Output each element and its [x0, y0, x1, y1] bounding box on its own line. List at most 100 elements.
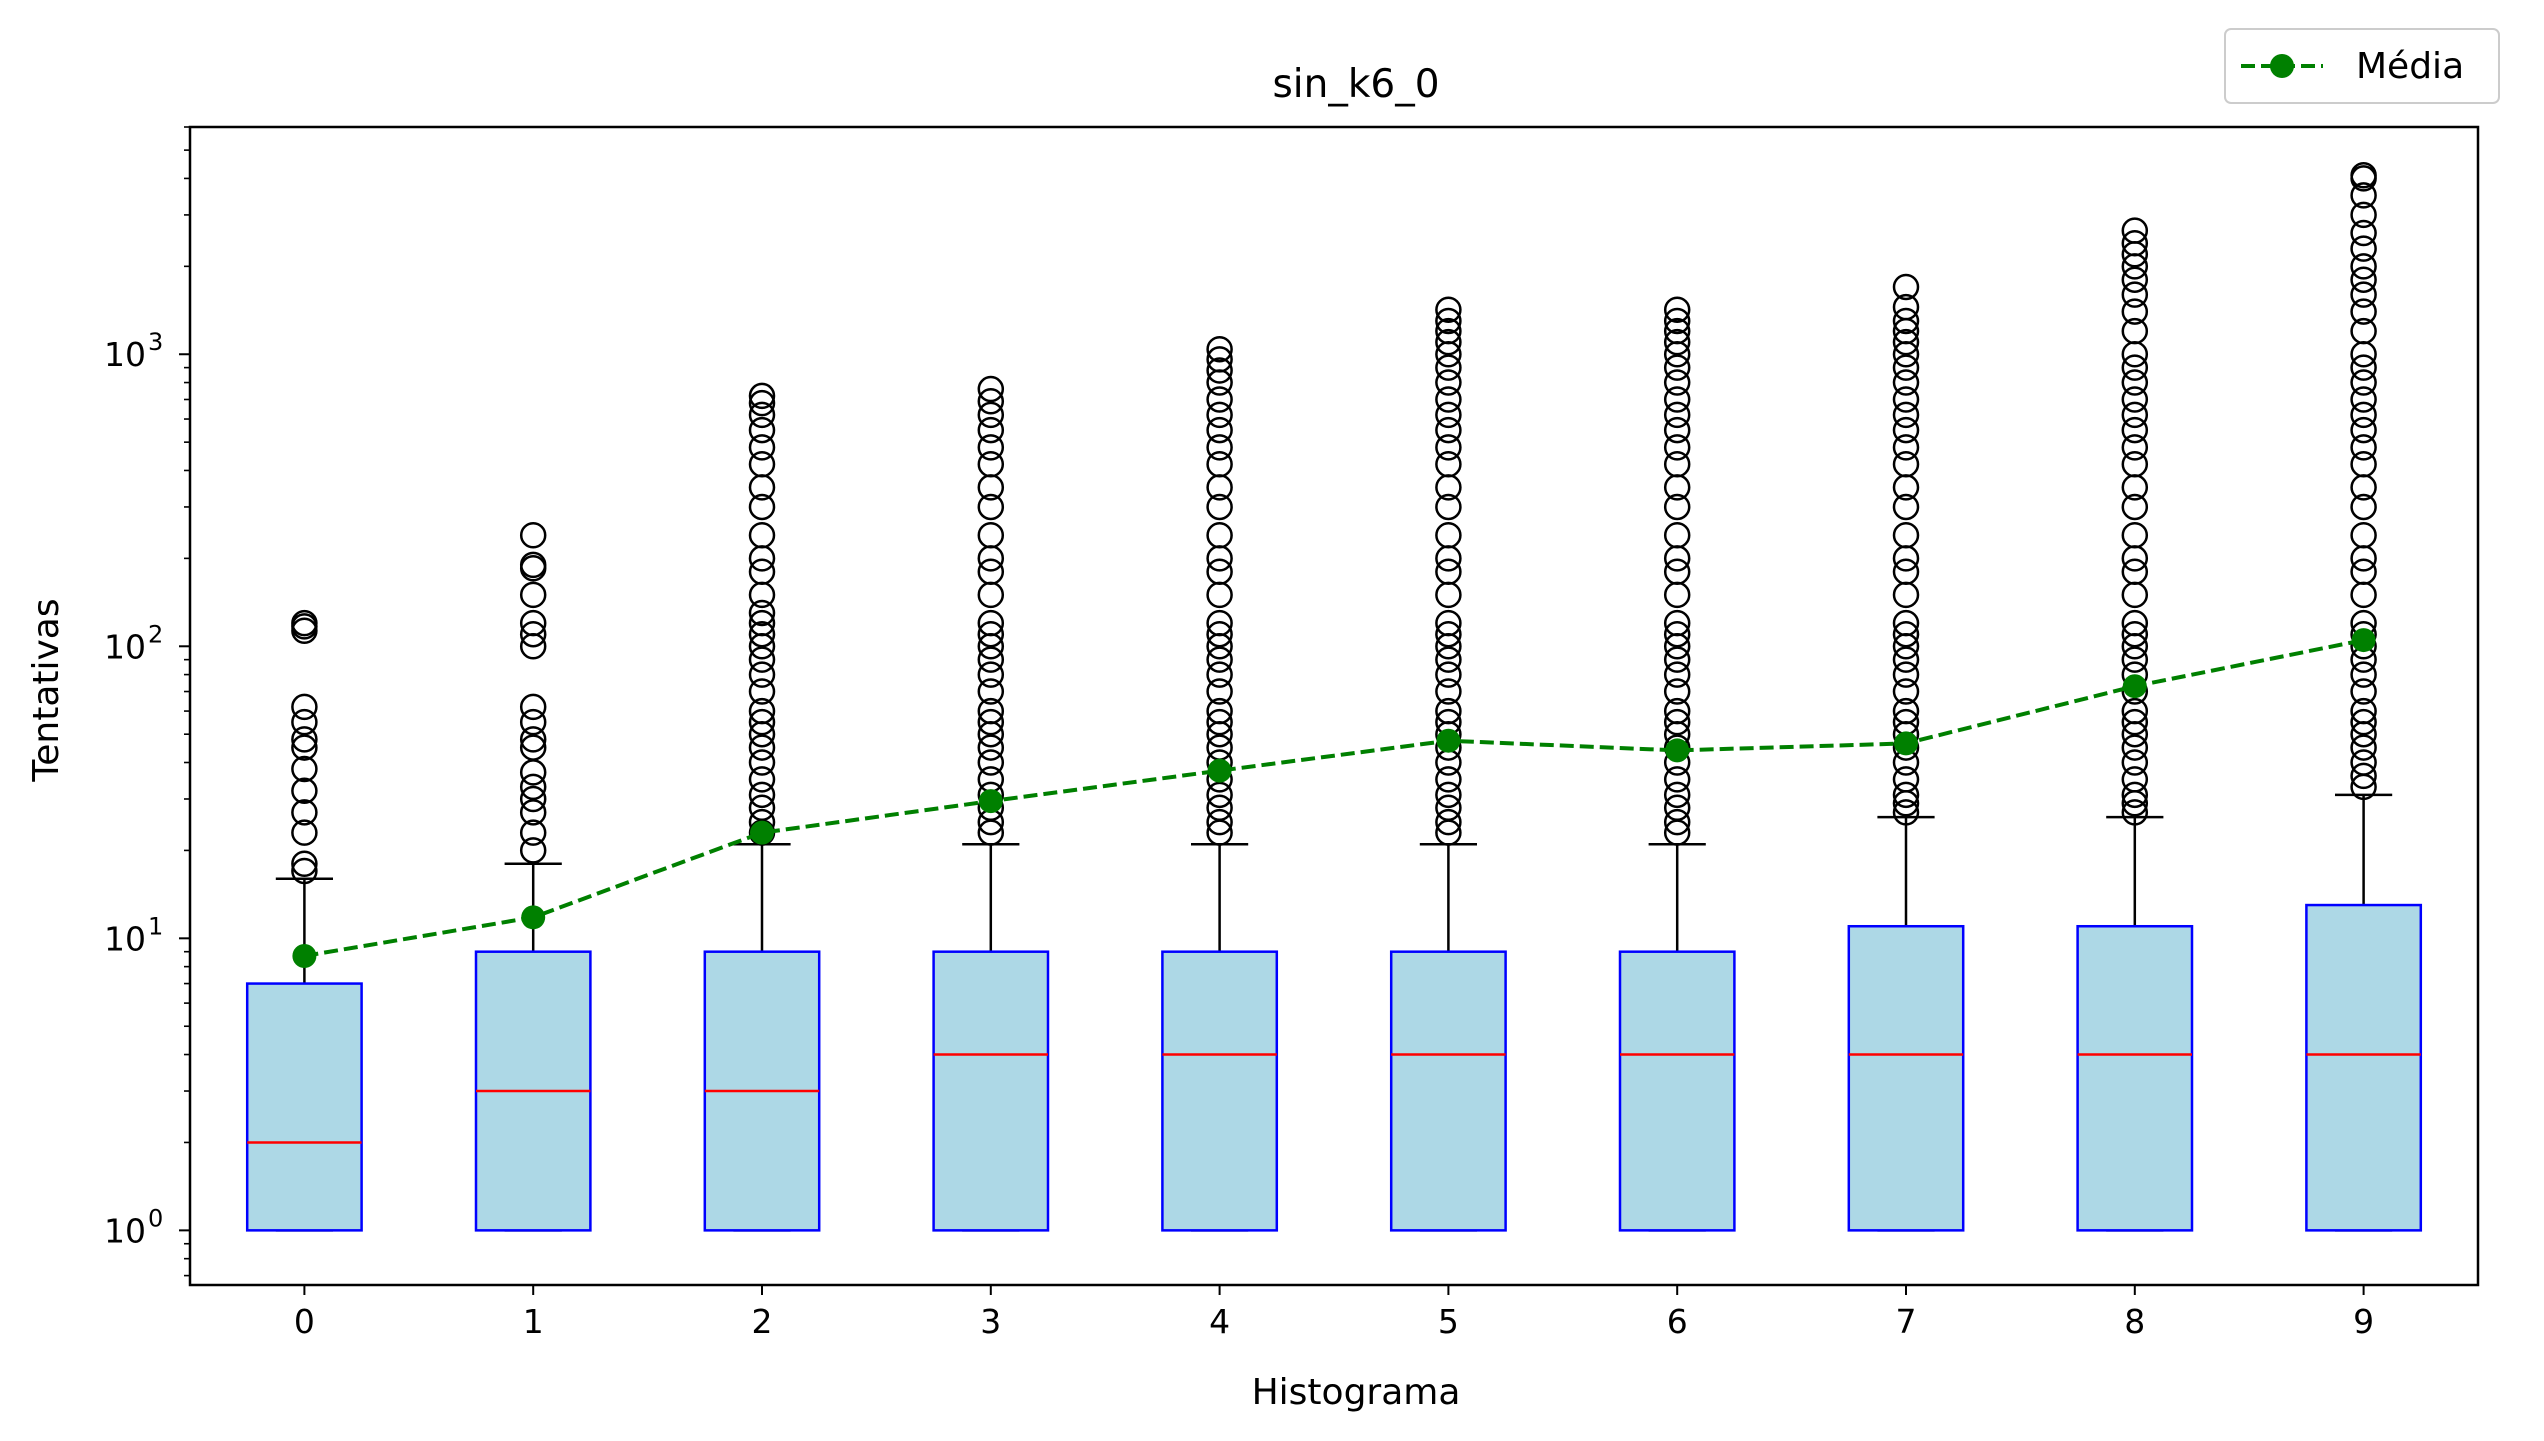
x-tick-label: 3 — [980, 1302, 1001, 1341]
box-flier — [1435, 646, 1462, 673]
box-flier — [2350, 451, 2377, 478]
box-flier — [2350, 678, 2377, 705]
box-flier — [2350, 762, 2377, 790]
box-flier — [1663, 558, 1691, 585]
y-axis-label: Tentativas — [26, 598, 67, 782]
mean-point — [1665, 738, 1690, 763]
box-flier — [1663, 451, 1691, 478]
box-flier — [519, 819, 547, 846]
box-flier — [1206, 558, 1233, 585]
box-flier — [1435, 678, 1462, 705]
box-flier — [748, 389, 776, 417]
box-flier — [2121, 609, 2149, 637]
box-flier — [1892, 545, 1920, 572]
box-flier — [1435, 749, 1462, 776]
box-body — [1618, 950, 1736, 1232]
box-flier — [1206, 819, 1233, 846]
box-body — [245, 982, 363, 1232]
box-flier — [291, 708, 318, 736]
box-flier — [2121, 434, 2149, 461]
box-flier — [1435, 317, 1462, 345]
box-flier — [748, 697, 776, 725]
box-flier — [2350, 416, 2377, 444]
box-flier — [1435, 697, 1462, 725]
box-flier — [977, 375, 1005, 403]
box-flier — [1206, 646, 1233, 673]
box-flier — [2121, 558, 2149, 585]
box-body — [932, 950, 1050, 1232]
box-flier — [2121, 620, 2149, 648]
box-flier — [291, 734, 318, 761]
box-flier — [519, 620, 547, 648]
box-flier — [2121, 451, 2149, 478]
box-flier — [1663, 307, 1691, 335]
x-tick-label: 8 — [2124, 1302, 2145, 1341]
box-flier — [1206, 781, 1233, 809]
box-flier — [1663, 401, 1691, 429]
box-flier — [1663, 620, 1691, 648]
box-flier — [1663, 434, 1691, 461]
box-flier — [977, 661, 1005, 688]
box-flier — [2121, 369, 2149, 396]
box-flier — [977, 609, 1005, 637]
box-flier — [1435, 307, 1462, 335]
box-flier — [748, 382, 776, 410]
box-flier — [748, 416, 776, 444]
box-flier — [2350, 708, 2377, 736]
box-flier — [2121, 281, 2149, 308]
box-flier — [748, 545, 776, 572]
box-flier — [1206, 734, 1233, 761]
box-flier — [2121, 386, 2149, 413]
box-flier — [1435, 451, 1462, 478]
x-tick-label: 2 — [752, 1302, 773, 1341]
box-flier — [291, 777, 318, 805]
box-flier — [2350, 493, 2377, 521]
box-flier — [977, 493, 1005, 521]
mean-point — [1894, 731, 1918, 756]
box-flier — [1435, 354, 1462, 381]
box-flier — [2121, 493, 2149, 521]
box-flier — [2350, 401, 2377, 429]
y-tick-label: 10 — [104, 1211, 146, 1250]
box-flier — [1663, 697, 1691, 725]
box-flier — [2350, 545, 2377, 572]
box-flier — [519, 837, 547, 864]
box-flier — [1206, 401, 1233, 429]
box-flier — [1663, 766, 1691, 793]
box-flier — [1435, 781, 1462, 809]
box-flier — [1435, 328, 1462, 356]
box-flier — [519, 785, 547, 813]
box-flier — [977, 522, 1005, 549]
box-flier — [519, 773, 547, 801]
box-flier — [2350, 219, 2377, 247]
box-flier — [1663, 416, 1691, 444]
box-flier — [1206, 346, 1233, 373]
box-flier — [2350, 749, 2377, 776]
box-flier — [748, 581, 776, 609]
x-tick-label: 7 — [1896, 1302, 1917, 1341]
mean-point — [292, 943, 317, 968]
box-flier — [1892, 307, 1920, 335]
box-flier — [1435, 620, 1462, 648]
box-flier — [1663, 328, 1691, 356]
box-flier — [2121, 401, 2149, 429]
box-flier — [1892, 646, 1920, 673]
box-flier — [1435, 522, 1462, 549]
mean-point — [2122, 674, 2147, 699]
box-flier — [1892, 273, 1920, 301]
box-flier — [1663, 661, 1691, 688]
box-flier — [2121, 581, 2149, 609]
box-flier — [1892, 401, 1920, 429]
box-flier — [291, 609, 318, 637]
box-body — [1161, 950, 1279, 1232]
box-flier — [1663, 794, 1691, 821]
box-flier — [977, 581, 1005, 609]
y-tick-label: 10 — [104, 627, 146, 666]
box-flier — [748, 708, 776, 736]
box-flier — [1892, 522, 1920, 549]
box-flier — [1663, 646, 1691, 673]
box-flier — [291, 755, 318, 783]
box-flier — [1435, 661, 1462, 688]
box-flier — [748, 401, 776, 429]
box-flier — [1663, 545, 1691, 572]
